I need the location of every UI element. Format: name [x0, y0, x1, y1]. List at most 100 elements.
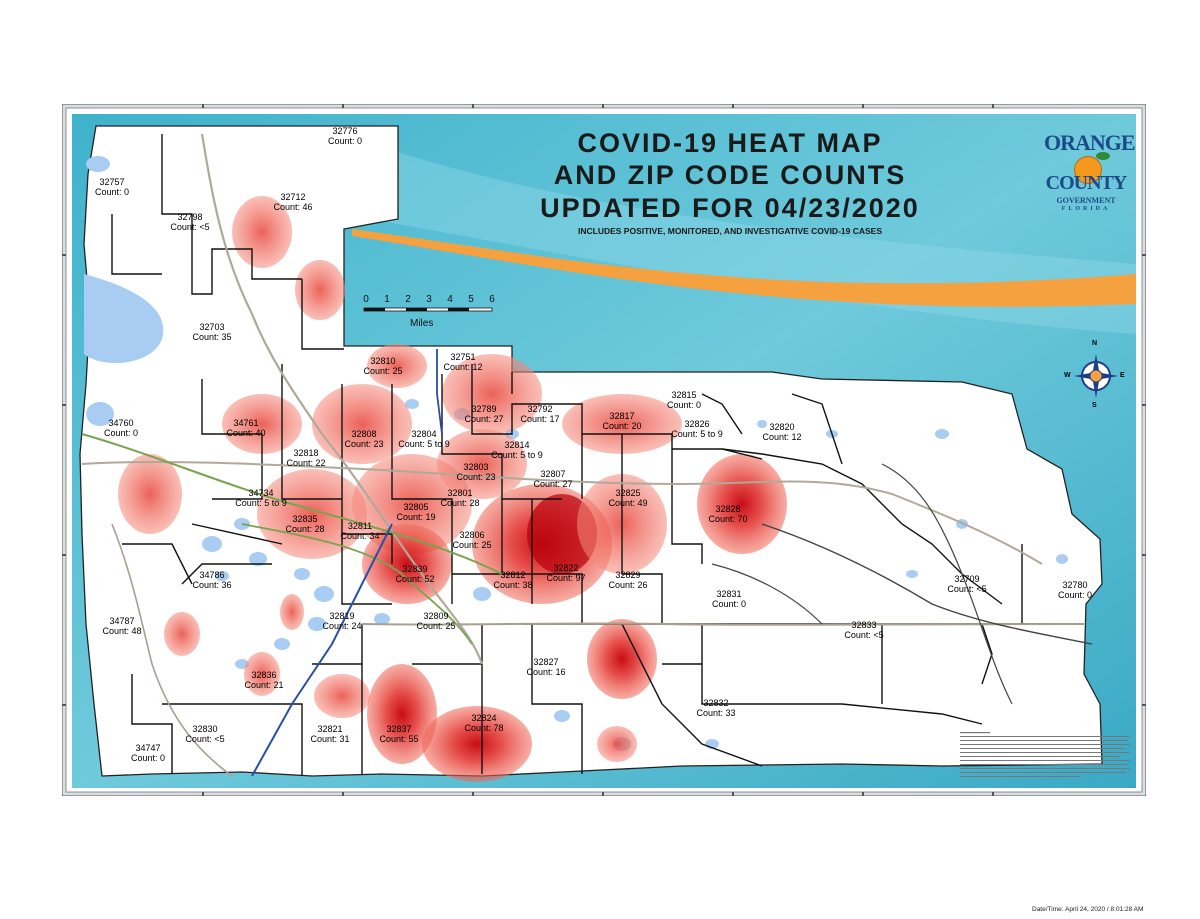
zip-code: 32826 — [684, 419, 710, 429]
scale-tick-6: 6 — [489, 294, 495, 305]
zip-label-32827: 32827 Count: 16 — [526, 657, 565, 677]
map-title-line-3: UPDATED FOR 04/23/2020 — [540, 193, 920, 223]
scale-tick-3: 3 — [426, 294, 432, 305]
zip-label-32831: 32831 Count: 0 — [712, 589, 746, 609]
zip-label-32818: 32818 Count: 22 — [286, 448, 325, 468]
zip-label-32798: 32798 Count: <5 — [170, 212, 209, 232]
zip-label-32811: 32811 Count: 34 — [340, 521, 379, 541]
zip-code: 32835 — [292, 514, 318, 524]
zip-code: 32818 — [293, 448, 319, 458]
zip-code: 32836 — [251, 670, 277, 680]
lakes — [84, 156, 1068, 751]
zip-label-32789: 32789 Count: 27 — [464, 404, 503, 424]
zip-count: Count: <5 — [170, 222, 210, 232]
zip-count: Count: 20 — [602, 421, 642, 431]
zip-code: 32837 — [386, 724, 412, 734]
frame-ticks — [62, 104, 1146, 796]
zip-code: 32757 — [99, 177, 125, 187]
compass-rose — [1074, 354, 1118, 398]
zip-label-32828: 32828 Count: 70 — [708, 504, 747, 524]
zip-label-32815: 32815 Count: 0 — [667, 390, 701, 410]
zip-count: Count: 0 — [327, 136, 363, 146]
zip-count: Count: 5 to 9 — [671, 429, 723, 439]
zip-code: 32832 — [703, 698, 729, 708]
leaf-icon — [1096, 152, 1110, 160]
zip-count: Count: 28 — [285, 524, 325, 534]
zip-label-32751: 32751 Count: 12 — [443, 352, 482, 372]
zip-label-32712: 32712 Count: 46 — [273, 192, 312, 212]
zip-count: Count: 22 — [286, 458, 326, 468]
zip-code: 32712 — [280, 192, 306, 202]
zip-count: Count: 23 — [456, 472, 496, 482]
zip-count: Count: 36 — [192, 580, 232, 590]
zip-code: 32798 — [177, 212, 203, 222]
zip-label-34787: 34787 Count: 48 — [102, 616, 141, 636]
compass-e: E — [1120, 372, 1125, 379]
zip-label-32820: 32820 Count: 12 — [762, 422, 801, 442]
zip-count: Count: <5 — [185, 734, 225, 744]
zip-count: Count: 52 — [395, 574, 435, 584]
zip-code: 34761 — [233, 418, 259, 428]
zip-label-32805: 32805 Count: 19 — [396, 502, 435, 522]
zip-count: Count: 0 — [103, 428, 139, 438]
map-title-line-2: AND ZIP CODE COUNTS — [553, 160, 907, 190]
zip-label-32821: 32821 Count: 31 — [310, 724, 349, 744]
zip-count: Count: 40 — [226, 428, 266, 438]
zip-code: 32809 — [423, 611, 449, 621]
zip-code: 34734 — [248, 488, 274, 498]
zip-code: 32831 — [716, 589, 742, 599]
zip-count: Count: 23 — [344, 439, 384, 449]
zip-label-32837: 32837 Count: 55 — [379, 724, 418, 744]
zip-label-32832: 32832 Count: 33 — [696, 698, 735, 718]
zip-label-32703: 32703 Count: 35 — [192, 322, 231, 342]
zip-label-32824: 32824 Count: 78 — [464, 713, 503, 733]
zip-count: Count: 27 — [533, 479, 573, 489]
zip-count: Count: 35 — [192, 332, 232, 342]
zip-code: 32820 — [769, 422, 795, 432]
zip-label-32825: 32825 Count: 49 — [608, 488, 647, 508]
roads — [81, 133, 1093, 777]
zip-code: 32811 — [347, 521, 373, 531]
zip-count: Count: 0 — [666, 400, 702, 410]
zip-count: Count: 25 — [416, 621, 456, 631]
date-time-footer: Date/Time: April 24, 2020 / 8:01:28 AM — [1032, 906, 1144, 913]
zip-label-34786: 34786 Count: 36 — [192, 570, 231, 590]
zip-count: Count: <5 — [947, 584, 987, 594]
compass-s: S — [1092, 402, 1097, 409]
zip-label-32819: 32819 Count: 24 — [322, 611, 361, 631]
scale-bar — [363, 307, 493, 312]
zip-count: Count: 34 — [340, 531, 380, 541]
zip-code: 32822 — [553, 563, 579, 573]
zip-code: 32780 — [1062, 580, 1088, 590]
scale-tick-5: 5 — [468, 294, 474, 305]
zip-count: Count: 0 — [1057, 590, 1093, 600]
scale-tick-0: 0 — [363, 294, 369, 305]
zip-code: 32789 — [471, 404, 497, 414]
zip-code: 32807 — [540, 469, 566, 479]
zip-code: 32806 — [459, 530, 485, 540]
zip-label-32801: 32801 Count: 28 — [440, 488, 479, 508]
logo-word-florida: FLORIDA — [1061, 206, 1111, 212]
zip-label-32809: 32809 Count: 25 — [416, 611, 455, 631]
zip-count: Count: 28 — [440, 498, 480, 508]
logo-word-government: GOVERNMENT — [1056, 196, 1116, 205]
scale-tick-2: 2 — [405, 294, 411, 305]
zip-code: 34747 — [135, 743, 161, 753]
zip-count: Count: 70 — [708, 514, 748, 524]
zip-label-34760: 34760 Count: 0 — [104, 418, 138, 438]
zip-count: Count: 49 — [608, 498, 648, 508]
scale-tick-1: 1 — [384, 294, 390, 305]
zip-label-32807: 32807 Count: 27 — [533, 469, 572, 489]
zip-label-34761: 34761 Count: 40 — [226, 418, 265, 438]
logo-word-county: COUNTY — [1045, 172, 1128, 194]
zip-code: 32803 — [463, 462, 489, 472]
zip-code: 32819 — [329, 611, 355, 621]
zip-label-32780: 32780 Count: 0 — [1058, 580, 1092, 600]
zip-label-32806: 32806 Count: 25 — [452, 530, 491, 550]
zip-label-32808: 32808 Count: 23 — [344, 429, 383, 449]
zip-code: 32815 — [671, 390, 697, 400]
zip-code: 32808 — [351, 429, 377, 439]
orange-county-logo: ORANGE COUNTY GOVERNMENT FLORIDA — [1044, 126, 1136, 216]
zip-count: Count: 38 — [493, 580, 533, 590]
orange-fruit-icon — [1074, 156, 1102, 184]
